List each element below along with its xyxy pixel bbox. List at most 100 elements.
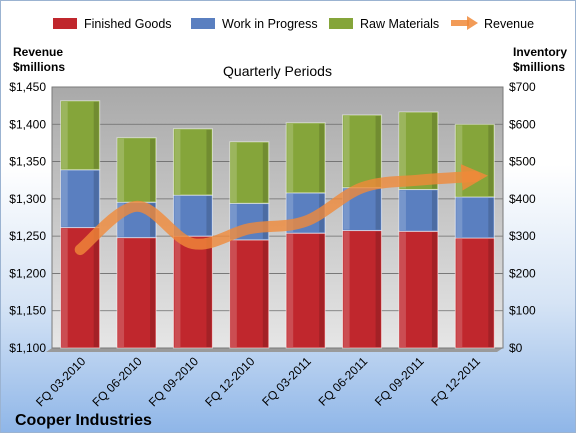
bar-finished-goods bbox=[285, 232, 326, 349]
right-tick-label: $100 bbox=[509, 304, 536, 318]
bar-shade bbox=[262, 240, 268, 347]
bar-work-in-progress bbox=[172, 194, 213, 237]
bar-highlight bbox=[287, 193, 294, 233]
plot-border bbox=[51, 86, 504, 349]
bar-shade bbox=[93, 170, 99, 227]
bar-work-in-progress bbox=[60, 169, 101, 229]
right-tick-label: $700 bbox=[509, 80, 536, 94]
bar-raw-materials bbox=[229, 141, 270, 204]
right-tick-label: $0 bbox=[509, 341, 523, 355]
bar-shade bbox=[488, 125, 494, 196]
bar-shade bbox=[488, 197, 494, 238]
bar-highlight bbox=[399, 190, 406, 231]
bar-shade bbox=[375, 115, 381, 187]
bar-highlight bbox=[174, 129, 181, 195]
category-label: FQ 03-2010 bbox=[33, 354, 88, 409]
right-axis-label: Inventory bbox=[513, 45, 567, 59]
left-tick-label: $1,350 bbox=[9, 155, 46, 169]
legend-label: Raw Materials bbox=[360, 17, 439, 31]
chart-subtitle: Quarterly Periods bbox=[223, 63, 332, 79]
bar-shade bbox=[319, 234, 325, 347]
legend-swatch bbox=[329, 18, 353, 29]
plot-floor bbox=[46, 348, 503, 352]
bar-finished-goods bbox=[454, 237, 495, 349]
bar-highlight bbox=[399, 112, 406, 189]
bar-highlight bbox=[343, 115, 350, 187]
bar-highlight bbox=[118, 203, 125, 237]
bar-highlight bbox=[230, 142, 237, 203]
category-label: FQ 06-2010 bbox=[89, 354, 144, 409]
right-tick-label: $400 bbox=[509, 192, 536, 206]
bar-raw-materials bbox=[60, 100, 101, 171]
bar-shade bbox=[431, 190, 437, 231]
right-tick-label: $200 bbox=[509, 266, 536, 280]
legend-swatch bbox=[53, 18, 77, 29]
bar-highlight bbox=[230, 204, 237, 239]
bar-shade bbox=[206, 196, 212, 236]
bar-shade bbox=[488, 239, 494, 347]
category-label: FQ 09-2011 bbox=[372, 354, 427, 409]
bar-shade bbox=[93, 228, 99, 347]
bar-work-in-progress bbox=[454, 196, 495, 239]
bar-highlight bbox=[61, 170, 68, 227]
bar-shade bbox=[431, 112, 437, 189]
left-tick-label: $1,250 bbox=[9, 229, 46, 243]
left-tick-label: $1,400 bbox=[9, 117, 46, 131]
right-axis-label: $millions bbox=[513, 60, 565, 74]
bar-shade bbox=[150, 138, 156, 202]
bar-shade bbox=[319, 123, 325, 192]
bar-raw-materials bbox=[342, 114, 383, 189]
bar-work-in-progress bbox=[398, 189, 439, 232]
left-tick-label: $1,450 bbox=[9, 80, 46, 94]
bar-highlight bbox=[118, 238, 125, 347]
legend-arrow-icon bbox=[467, 16, 478, 30]
bar-highlight bbox=[118, 138, 125, 202]
bar-highlight bbox=[230, 240, 237, 347]
bar-shade bbox=[206, 237, 212, 347]
right-tick-label: $300 bbox=[509, 229, 536, 243]
left-tick-label: $1,200 bbox=[9, 266, 46, 280]
legend-swatch bbox=[191, 18, 215, 29]
bar-highlight bbox=[456, 239, 463, 347]
bar-shade bbox=[150, 238, 156, 347]
bar-highlight bbox=[287, 123, 294, 192]
bar-highlight bbox=[456, 125, 463, 196]
bar-highlight bbox=[174, 196, 181, 236]
legend-label: Work in Progress bbox=[222, 17, 318, 31]
category-label: FQ 06-2011 bbox=[316, 354, 371, 409]
revenue-line bbox=[74, 164, 488, 256]
bar-highlight bbox=[343, 231, 350, 347]
left-tick-label: $1,150 bbox=[9, 304, 46, 318]
bar-highlight bbox=[61, 101, 68, 169]
bar-finished-goods bbox=[398, 230, 439, 349]
legend-label: Finished Goods bbox=[84, 17, 172, 31]
bar-finished-goods bbox=[116, 237, 157, 349]
left-tick-label: $1,300 bbox=[9, 192, 46, 206]
bar-highlight bbox=[399, 232, 406, 347]
right-tick-label: $600 bbox=[509, 117, 536, 131]
left-axis-label: $millions bbox=[13, 60, 65, 74]
bar-highlight bbox=[174, 237, 181, 347]
bar-raw-materials bbox=[172, 128, 213, 196]
bar-highlight bbox=[287, 234, 294, 347]
bar-finished-goods bbox=[172, 235, 213, 349]
category-label: FQ 12-2010 bbox=[202, 354, 257, 409]
bar-highlight bbox=[456, 197, 463, 238]
bar-shade bbox=[375, 231, 381, 347]
bar-shade bbox=[150, 203, 156, 237]
bar-shade bbox=[93, 101, 99, 169]
category-label: FQ 09-2010 bbox=[146, 354, 201, 409]
bar-shade bbox=[206, 129, 212, 195]
legend-label: Revenue bbox=[484, 17, 534, 31]
bar-raw-materials bbox=[285, 122, 326, 194]
bar-highlight bbox=[61, 228, 68, 347]
category-label: FQ 12-2011 bbox=[428, 354, 483, 409]
bar-shade bbox=[431, 232, 437, 347]
company-name: Cooper Industries bbox=[15, 412, 152, 429]
left-axis-label: Revenue bbox=[13, 45, 63, 59]
left-tick-label: $1,100 bbox=[9, 341, 46, 355]
right-tick-label: $500 bbox=[509, 155, 536, 169]
category-label: FQ 03-2011 bbox=[259, 354, 314, 409]
